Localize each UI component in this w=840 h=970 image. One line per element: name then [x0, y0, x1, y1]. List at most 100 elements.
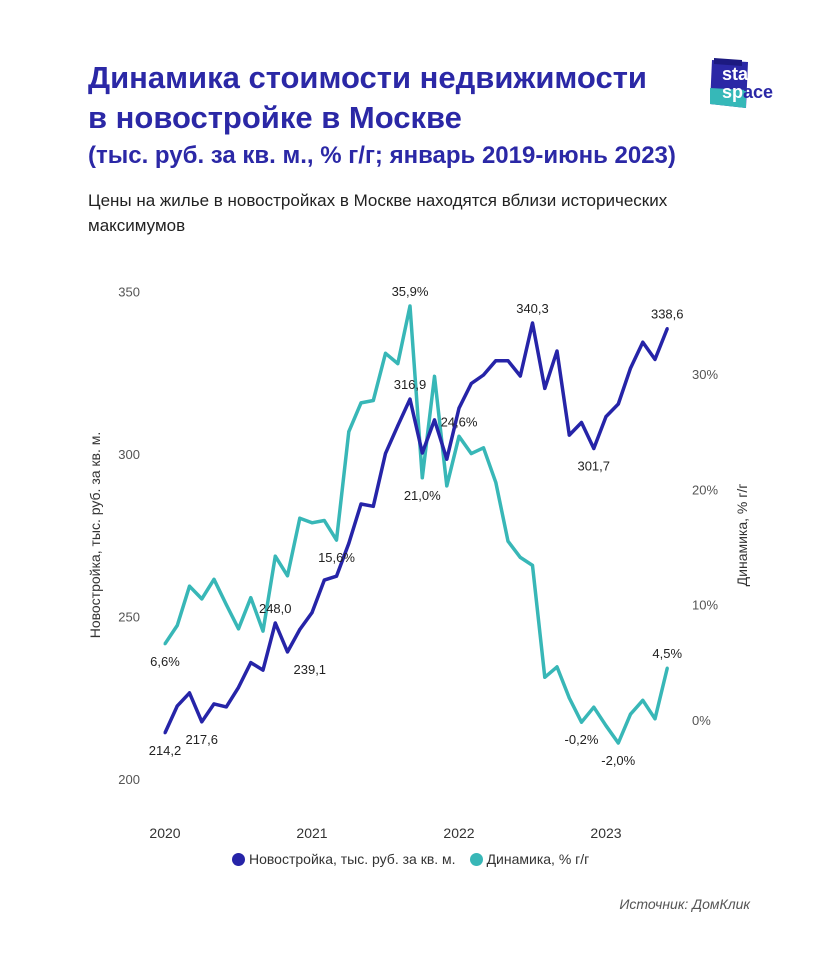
right-tick-label: 10% — [692, 598, 718, 613]
growth-point — [384, 351, 387, 355]
data-label: 6,6% — [150, 654, 180, 669]
title-line-3: (тыс. руб. за кв. м., % г/г; январь 2019… — [88, 142, 676, 169]
data-label: 35,9% — [392, 284, 429, 299]
legend-growth-label: Динамика, % г/г — [486, 851, 590, 867]
price-point — [286, 650, 289, 654]
price-point — [494, 359, 498, 363]
price-point — [555, 349, 559, 353]
x-tick-label: 2020 — [149, 825, 180, 841]
price-point — [322, 578, 326, 582]
price-point — [420, 451, 424, 455]
data-label: -0,2% — [565, 732, 599, 747]
growth-point — [273, 554, 277, 558]
svg-text:stat: stat — [722, 64, 754, 84]
data-label: 21,0% — [404, 488, 441, 503]
left-axis-label: Новостройка, тыс. руб. за кв. м. — [87, 432, 103, 639]
svg-text:space: space — [722, 82, 773, 102]
price-point — [261, 668, 265, 672]
price-point — [408, 397, 412, 401]
price-point — [249, 661, 253, 665]
growth-point — [408, 304, 412, 308]
price-point — [310, 611, 314, 615]
left-tick-label: 250 — [118, 610, 140, 625]
growth-point — [433, 374, 436, 378]
price-point — [641, 340, 645, 344]
price-point — [457, 406, 461, 410]
data-label: 248,0 — [259, 601, 292, 616]
price-point — [506, 359, 510, 363]
right-axis-label: Динамика, % г/г — [734, 484, 750, 587]
growth-point — [531, 563, 534, 567]
growth-point — [237, 627, 240, 631]
growth-point — [261, 629, 265, 633]
growth-point — [604, 724, 608, 728]
x-tick-label: 2023 — [590, 825, 621, 841]
price-point — [163, 731, 167, 735]
price-point — [445, 457, 449, 461]
growth-point — [286, 574, 289, 578]
growth-point — [200, 597, 204, 601]
price-point — [273, 621, 277, 625]
price-point — [371, 504, 375, 508]
growth-point — [555, 665, 559, 669]
legend-growth-swatch — [469, 852, 483, 866]
price-point — [543, 386, 547, 390]
price-point — [298, 628, 302, 631]
legend-price-label: Новостройка, тыс. руб. за кв. м. — [249, 851, 456, 867]
price-point — [359, 502, 363, 506]
price-point — [482, 373, 485, 377]
chart-legend: Новостройка, тыс. руб. за кв. м. Динамик… — [232, 851, 589, 867]
title-line-2: в новостройке в Москве — [88, 100, 462, 135]
growth-point — [469, 452, 473, 456]
price-point — [629, 366, 632, 370]
growth-point — [543, 675, 547, 679]
price-point — [384, 451, 387, 455]
chart-title: Динамика стоимости недвижимости в новост… — [88, 58, 676, 174]
growth-point — [310, 521, 314, 525]
price-point — [580, 420, 583, 424]
chart-subtitle: Цены на жилье в новостройках в Москве на… — [88, 191, 668, 235]
growth-point — [212, 577, 216, 581]
left-tick-label: 200 — [118, 772, 140, 787]
growth-point — [506, 539, 510, 543]
data-label: -2,0% — [601, 753, 635, 768]
data-label: 4,5% — [652, 646, 682, 661]
price-point — [188, 691, 191, 695]
source-note: Источник: ДомКлик — [619, 896, 750, 912]
price-point — [433, 418, 436, 422]
legend-price-swatch — [232, 852, 245, 866]
growth-point — [629, 712, 632, 716]
growth-point — [457, 434, 461, 438]
growth-point — [567, 696, 571, 700]
growth-point — [322, 518, 326, 522]
data-label: 239,1 — [294, 662, 327, 677]
statspace-logo: stat space — [710, 58, 773, 108]
price-point — [396, 424, 400, 428]
price-point — [653, 357, 657, 361]
growth-point — [641, 698, 645, 702]
title-line-1: Динамика стоимости недвижимости — [88, 60, 647, 95]
growth-point — [359, 401, 363, 405]
data-label: 340,3 — [516, 301, 549, 316]
growth-point — [396, 362, 400, 366]
data-label: 15,6% — [318, 550, 355, 565]
growth-point — [518, 555, 522, 559]
growth-point — [616, 741, 620, 745]
growth-point — [592, 705, 596, 709]
price-point — [212, 702, 216, 706]
growth-point — [445, 484, 449, 488]
data-label: 316,9 — [394, 377, 427, 392]
growth-point — [224, 603, 228, 607]
price-point — [592, 446, 596, 450]
price-series-line — [163, 321, 669, 734]
x-tick-label: 2021 — [296, 825, 327, 841]
growth-series-line — [163, 304, 670, 745]
growth-point — [580, 720, 583, 724]
price-point — [531, 321, 534, 325]
price-point — [604, 415, 608, 419]
data-label: 214,2 — [149, 743, 182, 758]
price-point — [665, 327, 669, 331]
right-tick-label: 20% — [692, 482, 718, 497]
growth-point — [347, 430, 351, 434]
